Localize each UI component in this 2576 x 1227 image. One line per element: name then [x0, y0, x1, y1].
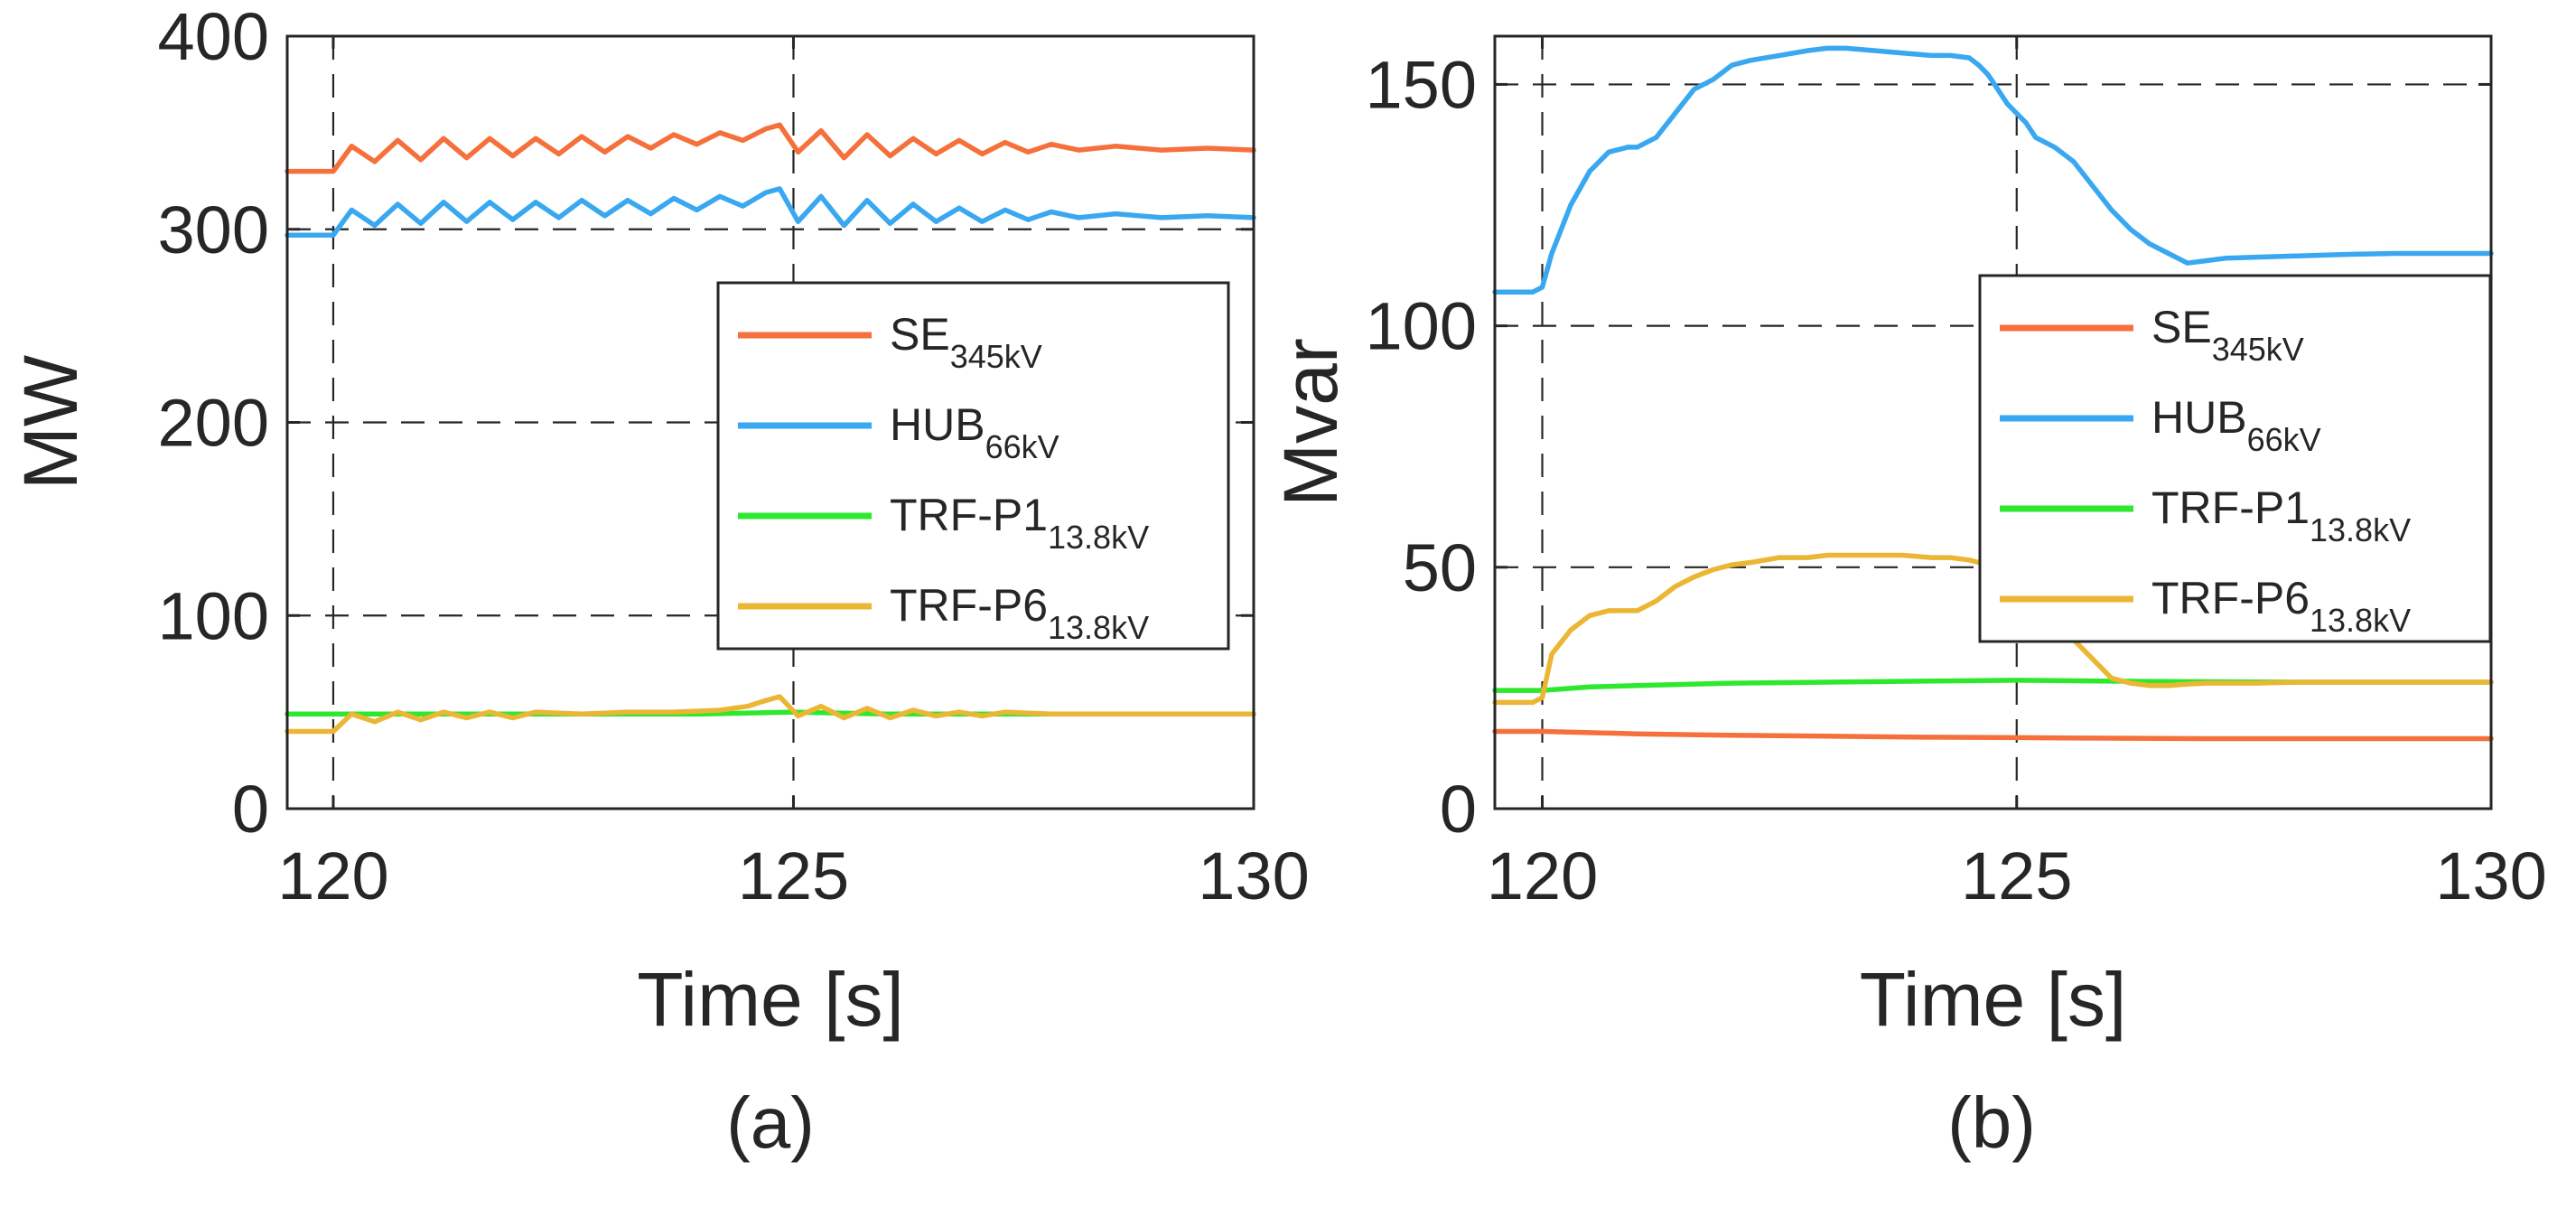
- y-tick-label: 100: [158, 578, 269, 653]
- panel-caption: (b): [1947, 1082, 2036, 1163]
- x-axis-label: Time [s]: [1860, 957, 2127, 1042]
- legend-entry-name: SE: [890, 309, 950, 360]
- x-tick-label: 125: [738, 838, 849, 913]
- series-line-trf-p6: [1492, 552, 2494, 706]
- y-tick-label: 0: [232, 772, 269, 847]
- legend-entry-trf-p1: TRF-P113.8kV: [890, 490, 1149, 556]
- legend-entry-se: SE345kV: [890, 309, 1042, 375]
- x-tick-label: 125: [1961, 838, 2072, 913]
- y-tick-label: 200: [158, 386, 269, 461]
- legend-entry-name: SE: [2151, 302, 2212, 352]
- panel-b: 120 125 130 0 50 100 150 Time [s] Mvar (b) SE345kV…: [1268, 34, 2547, 1163]
- legend-box: [716, 281, 1230, 651]
- x-tick-label: 130: [2435, 838, 2546, 913]
- legend-entry-hub: HUB66kV: [890, 399, 1059, 465]
- panel-caption: (a): [726, 1082, 815, 1163]
- y-tick-label: 150: [1366, 47, 1477, 122]
- y-tick-label: 400: [158, 0, 269, 74]
- legend-entry-name: TRF-P1: [890, 490, 1048, 540]
- legend-entry-name: TRF-P6: [2151, 573, 2310, 623]
- x-tick-label: 120: [1487, 838, 1598, 913]
- legend-entry-subscript: 13.8kV: [1048, 609, 1149, 646]
- legend-entry-trf-p6: TRF-P613.8kV: [890, 580, 1149, 646]
- legend-entry-name: TRF-P6: [890, 580, 1048, 631]
- series-line-se: [1492, 728, 2494, 742]
- series-line-hub: [1492, 45, 2494, 295]
- y-tick-label: 0: [1440, 772, 1477, 847]
- panel-a: 120 125 130 0 100 200 300 400 Time [s] MW (a) SE345…: [8, 0, 1310, 1163]
- series-line-trf-p6: [285, 694, 1256, 735]
- legend-entry-subscript: 13.8kV: [2310, 511, 2411, 548]
- legend-entry-subscript: 66kV: [985, 428, 1059, 465]
- y-tick-label: 300: [158, 192, 269, 267]
- y-tick-label: 50: [1403, 530, 1477, 605]
- legend-entry-subscript: 345kV: [2212, 331, 2304, 368]
- legend-entry-name: HUB: [890, 399, 985, 450]
- x-tick-label: 130: [1198, 838, 1309, 913]
- legend-entry-trf-p6: TRF-P613.8kV: [2151, 573, 2411, 639]
- legend-entry-se: SE345kV: [2151, 302, 2304, 368]
- y-axis-label: MW: [8, 355, 93, 490]
- legend-entry-name: TRF-P1: [2151, 482, 2310, 533]
- legend-entry-subscript: 13.8kV: [2310, 602, 2411, 639]
- series-line-hub: [285, 186, 1256, 238]
- legend-box: [1978, 274, 2492, 643]
- legend-entry-hub: HUB66kV: [2151, 392, 2321, 458]
- y-axis-label: Mvar: [1268, 338, 1353, 507]
- x-axis-label: Time [s]: [637, 957, 904, 1042]
- legend-entry-name: HUB: [2151, 392, 2247, 443]
- legend-entry-subscript: 13.8kV: [1048, 519, 1149, 556]
- y-tick-label: 100: [1366, 289, 1477, 364]
- legend-entry-subscript: 345kV: [950, 338, 1042, 375]
- x-tick-label: 120: [277, 838, 388, 913]
- legend-entry-subscript: 66kV: [2247, 421, 2321, 458]
- series-line-se: [285, 122, 1256, 174]
- legend-entry-trf-p1: TRF-P113.8kV: [2151, 482, 2411, 548]
